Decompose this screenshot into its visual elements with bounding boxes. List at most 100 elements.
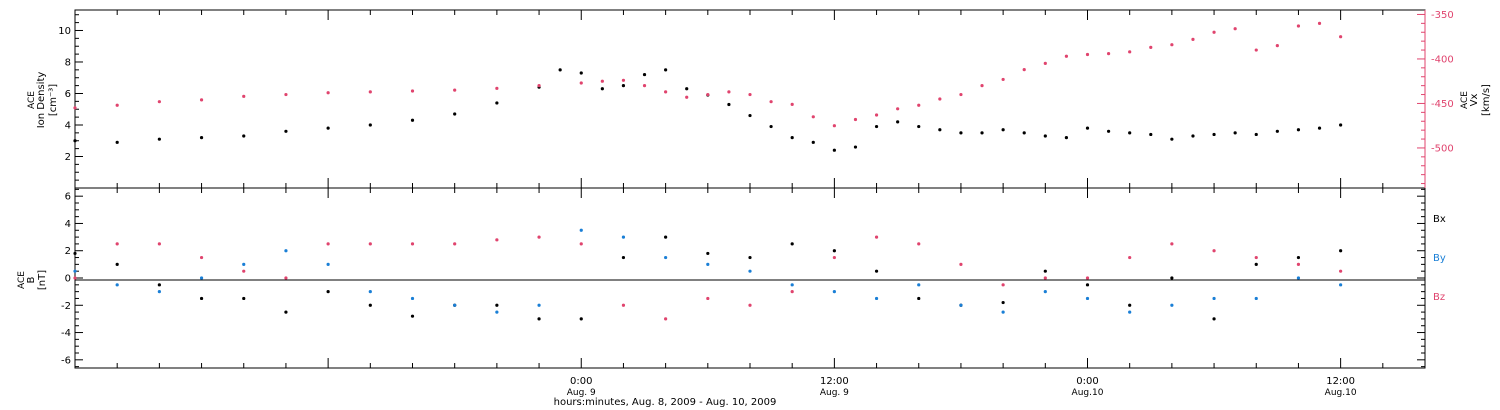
density-point (1191, 134, 1195, 138)
density-point (938, 128, 942, 132)
bz-point (199, 255, 204, 260)
density-tick-label: 6 (65, 89, 71, 100)
b-ylabel-unit: [nT] (37, 270, 48, 290)
bz-point (1170, 242, 1174, 246)
density-point (1022, 131, 1026, 135)
bx-point (1296, 255, 1301, 260)
density-point (284, 129, 288, 133)
bottom-panel-frame (74, 187, 1426, 369)
legend-by: By (1433, 253, 1446, 264)
by-point (874, 296, 879, 301)
bx-point (115, 262, 119, 266)
bx-point (579, 317, 583, 321)
time-tick-label: 0:00 (570, 376, 592, 387)
density-ylabel-line1: ACE (27, 91, 37, 109)
bx-point (706, 251, 710, 256)
density-point (790, 135, 794, 140)
velocity-point (284, 92, 288, 97)
velocity-point (1317, 21, 1322, 25)
velocity-point (664, 90, 668, 94)
density-ylabel-line2: Ion Density (36, 72, 47, 129)
velocity-point (1275, 44, 1279, 48)
time-tick-label: 0:00 (1076, 376, 1098, 387)
bx-point (242, 296, 246, 301)
velocity-ylabel-line1: ACE (1460, 91, 1470, 109)
bx-point (73, 251, 77, 256)
time-tick-label: 12:00 (820, 376, 849, 387)
by-point (410, 296, 415, 301)
time-tick-label: 12:00 (1326, 376, 1355, 387)
bz-point (1212, 249, 1216, 253)
b-tick-label: -2 (61, 301, 71, 312)
velocity-point (706, 92, 710, 97)
density-point (368, 123, 372, 127)
by-point (1296, 276, 1301, 280)
bz-point (959, 262, 963, 266)
velocity-point (621, 78, 626, 82)
density-point (642, 72, 647, 77)
bx-point (664, 235, 668, 239)
bx-point (1254, 262, 1258, 266)
bz-point (284, 276, 288, 280)
bz-point (537, 235, 541, 239)
bx-point (790, 242, 794, 246)
density-point (832, 148, 836, 152)
density-point (199, 135, 204, 140)
velocity-point (453, 88, 457, 92)
date-tick-label: Aug.10 (1072, 388, 1104, 398)
by-point (1001, 310, 1005, 314)
density-point (1106, 129, 1111, 133)
by-point (959, 303, 963, 307)
velocity-point (1191, 37, 1195, 41)
density-point (157, 137, 161, 141)
velocity-point (600, 79, 604, 83)
axis-ticks (75, 10, 1425, 368)
bz-point (1043, 276, 1047, 280)
bx-point (748, 255, 752, 260)
bz-point (1128, 255, 1132, 260)
velocity-point (727, 90, 731, 94)
bz-point (73, 276, 77, 280)
velocity-point (938, 97, 942, 101)
bz-point (1085, 276, 1090, 280)
density-point (115, 140, 119, 144)
bx-point (1085, 283, 1090, 287)
b-tick-label: 2 (65, 246, 71, 257)
bx-point (157, 283, 161, 287)
density-point (811, 140, 815, 144)
velocity-point (642, 84, 647, 88)
velocity-point (1106, 52, 1111, 56)
velocity-point (326, 91, 330, 95)
bx-point (1001, 300, 1005, 305)
bz-point (1001, 283, 1005, 287)
b-tick-label: 0 (65, 274, 71, 285)
by-point (790, 283, 794, 287)
velocity-point (1212, 30, 1216, 34)
by-point (664, 255, 668, 260)
velocity-point (1339, 35, 1343, 39)
b-tick-label: 6 (65, 192, 71, 203)
density-point (73, 139, 77, 143)
by-point (1128, 310, 1132, 314)
by-point (706, 262, 710, 266)
velocity-point (157, 100, 161, 104)
density-tick-label: 8 (65, 57, 71, 68)
by-point (1212, 296, 1216, 301)
by-point (1085, 296, 1090, 301)
bz-point (1254, 255, 1258, 260)
velocity-point (115, 103, 119, 107)
bz-point (368, 242, 372, 246)
velocity-tick-label: -400 (1431, 54, 1454, 65)
bz-point (706, 296, 710, 301)
by-point (1339, 283, 1343, 287)
velocity-point (495, 86, 499, 90)
velocity-point (811, 115, 815, 119)
density-point (1317, 126, 1322, 130)
density-point (664, 68, 668, 72)
bz-point (579, 242, 583, 246)
bx-point (199, 296, 204, 301)
b-ylabel-line2: B (26, 276, 37, 283)
by-point (73, 269, 77, 273)
